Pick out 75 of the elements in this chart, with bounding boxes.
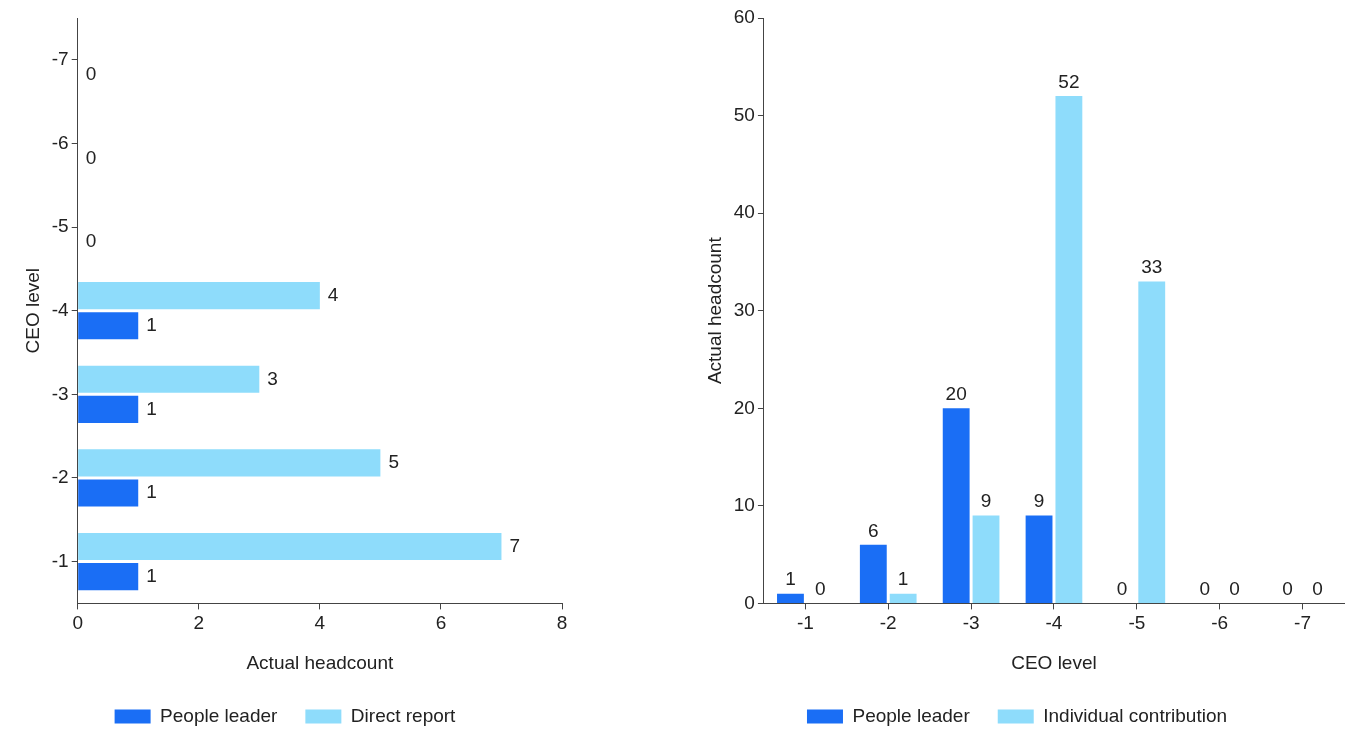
y-tick-label: 0 xyxy=(744,591,755,613)
bar xyxy=(972,515,1000,603)
legend-label: Direct report xyxy=(350,704,457,726)
y-tick-label: -2 xyxy=(51,466,69,488)
data-label: 1 xyxy=(146,481,157,503)
data-label: 0 xyxy=(1229,578,1240,600)
x-tick-label: 8 xyxy=(556,612,568,634)
x-tick-label: -2 xyxy=(879,612,897,634)
bar xyxy=(889,593,917,603)
data-label: 1 xyxy=(146,313,157,335)
x-axis-title: CEO level xyxy=(1011,651,1097,673)
bar xyxy=(78,532,502,561)
data-label: 0 xyxy=(1282,578,1293,600)
data-label: 0 xyxy=(85,63,97,85)
x-tick-label: 0 xyxy=(72,612,83,634)
data-label: 1 xyxy=(785,568,796,590)
x-tick-label: -3 xyxy=(962,612,980,634)
data-label: 0 xyxy=(1199,578,1211,600)
y-tick-label: 10 xyxy=(733,494,755,516)
data-label: 0 xyxy=(814,578,826,600)
x-tick-label: 2 xyxy=(193,612,205,634)
legend-label: People leader xyxy=(160,704,279,726)
y-tick-label: -6 xyxy=(51,131,69,153)
y-tick-label: 50 xyxy=(733,103,755,125)
x-tick-label: -5 xyxy=(1128,612,1146,634)
x-tick-label: -1 xyxy=(796,612,814,634)
bar xyxy=(859,544,887,603)
x-tick-label: -7 xyxy=(1294,612,1312,634)
y-tick-label: -5 xyxy=(51,215,69,237)
data-label: 0 xyxy=(1116,578,1128,600)
data-label: 3 xyxy=(267,367,278,389)
legend-label: Individual contribution xyxy=(1043,704,1228,726)
data-label: 7 xyxy=(509,534,521,556)
data-label: 52 xyxy=(1058,70,1080,92)
x-tick-label: 6 xyxy=(435,612,447,634)
y-tick-label: 20 xyxy=(733,396,755,418)
y-tick-label: 40 xyxy=(733,201,755,223)
x-axis-title: Actual headcount xyxy=(246,651,394,673)
y-tick-label: -1 xyxy=(51,549,69,571)
y-tick-label: 30 xyxy=(733,298,755,320)
bar xyxy=(78,365,260,393)
bar xyxy=(78,282,320,310)
data-label: 20 xyxy=(945,383,967,404)
data-label: 1 xyxy=(897,568,909,590)
data-label: 0 xyxy=(85,146,97,168)
y-axis-title: CEO level xyxy=(21,267,43,354)
bar xyxy=(78,312,139,340)
y-tick-label: 60 xyxy=(733,6,755,28)
y-axis-title: Actual headcount xyxy=(703,236,725,385)
data-label: 0 xyxy=(85,230,97,252)
legend-label: People leader xyxy=(852,704,971,726)
data-label: 1 xyxy=(146,564,157,586)
bar xyxy=(78,479,139,507)
x-tick-label: -6 xyxy=(1211,612,1229,634)
data-label: 9 xyxy=(1033,490,1045,512)
bar xyxy=(942,408,970,603)
y-tick-label: -4 xyxy=(51,298,70,320)
x-tick-label: -4 xyxy=(1045,612,1063,634)
bar xyxy=(777,593,804,603)
data-label: 9 xyxy=(980,490,992,512)
data-label: 5 xyxy=(388,451,399,473)
x-tick-label: 4 xyxy=(314,612,326,634)
data-label: 6 xyxy=(868,519,879,541)
y-tick-label: -7 xyxy=(51,48,69,70)
bar xyxy=(78,449,381,477)
data-label: 33 xyxy=(1141,256,1163,278)
y-tick-label: -3 xyxy=(51,382,69,404)
bar xyxy=(1055,96,1083,603)
bar xyxy=(1138,281,1166,603)
bar xyxy=(78,563,139,591)
bar xyxy=(78,395,139,423)
data-label: 1 xyxy=(146,397,157,419)
bar xyxy=(1025,515,1053,603)
data-label: 0 xyxy=(1312,578,1323,600)
data-label: 4 xyxy=(327,283,339,305)
